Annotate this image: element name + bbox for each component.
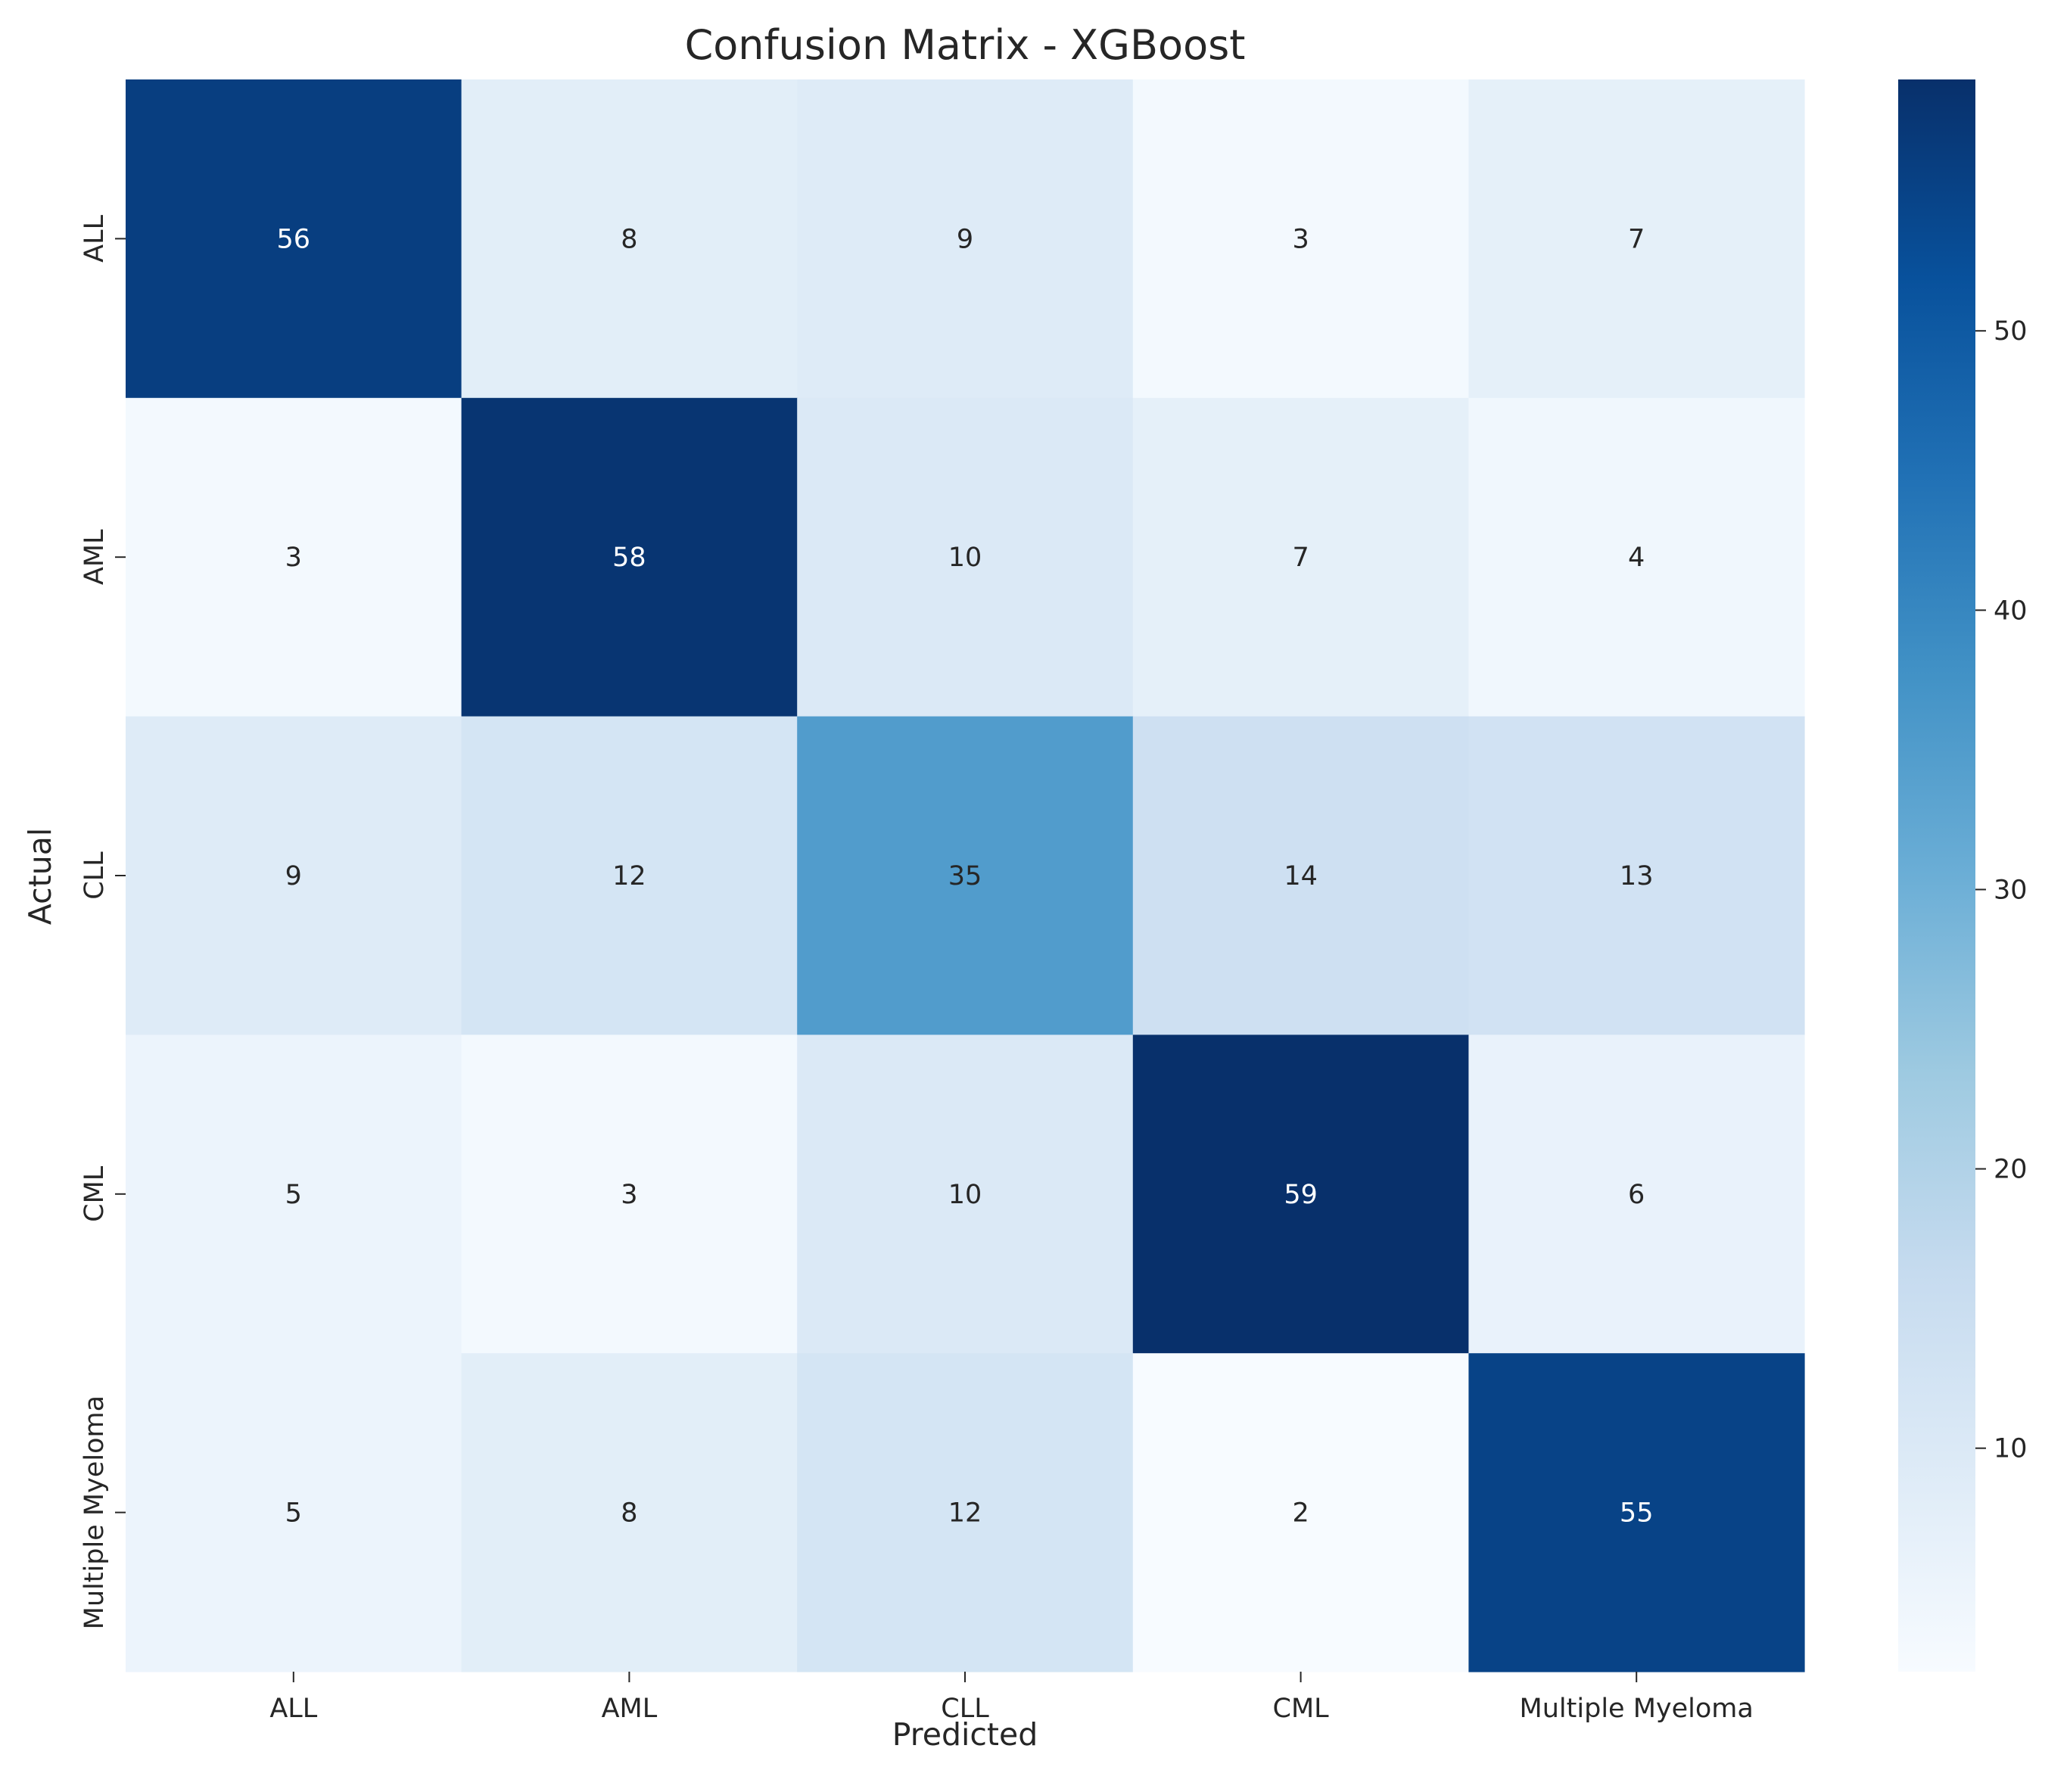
heatmap-grid [126,79,1805,1672]
cell-value-label: 5 [285,1498,302,1529]
heatmap-cell [797,397,1134,717]
heatmap-cell [797,716,1134,1035]
colorbar-tick-label: 50 [1994,316,2028,347]
colorbar: 10 20 30 40 50 [1898,79,2028,1672]
cell-value-label: 14 [1284,861,1318,891]
cell-value-label: 6 [1628,1180,1645,1210]
cell-value-label: 8 [621,1498,637,1529]
heatmap-cell [1132,79,1469,399]
x-tick-label: CML [1273,1694,1330,1724]
heatmap-cell [1132,716,1469,1035]
heatmap-cell [1132,1353,1469,1672]
heatmap-cell [461,1034,798,1354]
y-tick-label: ALL [79,214,110,262]
cell-value-label: 7 [1292,543,1309,573]
heatmap-cell [797,1034,1134,1354]
heatmap-cell [126,1034,462,1354]
heatmap-cell [126,397,462,717]
cell-value-label: 8 [621,224,637,254]
heatmap-cell [126,1353,462,1672]
heatmap-cell [461,1353,798,1672]
heatmap-cell [1468,1353,1805,1672]
cell-value-label: 4 [1628,543,1645,573]
cell-annotations: 56 8 9 3 73 58 10 7 49 12 35 14 135 3 10 59 65 8 12 2 55 [277,224,1654,1528]
y-axis: ALL AML CLL CML Multiple Myeloma [79,214,126,1629]
colorbar-tick-label: 10 [1994,1434,2028,1464]
x-tick-label: AML [602,1694,658,1724]
colorbar-gradient [1898,79,1975,1672]
heatmap-cell [1132,397,1469,717]
cell-value-label: 35 [948,861,982,891]
y-tick-label: CLL [79,851,110,900]
heatmap-cell [461,79,798,399]
heatmap-cell [126,716,462,1035]
cell-value-label: 58 [612,543,646,573]
heatmap-cell [797,79,1134,399]
cell-value-label: 3 [285,543,302,573]
colorbar-tick-label: 20 [1994,1155,2028,1185]
colorbar-tick-label: 30 [1994,875,2028,905]
x-tick-label: ALL [269,1694,317,1724]
colorbar-tick-label: 40 [1994,596,2028,626]
x-tick-label: Multiple Myeloma [1520,1694,1754,1724]
cell-value-label: 10 [948,543,982,573]
cell-value-label: 13 [1620,861,1654,891]
heatmap-cell [126,79,462,399]
y-tick-label: CML [79,1165,110,1222]
y-tick-label: Multiple Myeloma [79,1395,110,1629]
heatmap-cell [1468,716,1805,1035]
cell-value-label: 5 [285,1180,302,1210]
cell-value-label: 56 [277,224,311,254]
cell-value-label: 9 [957,224,973,254]
cell-value-label: 2 [1292,1498,1309,1529]
heatmap-cell [1468,1034,1805,1354]
x-axis-title: Predicted [892,1716,1038,1753]
cell-value-label: 9 [285,861,302,891]
x-tick-label: CLL [941,1694,989,1724]
heatmap-cell [461,716,798,1035]
chart-title: Confusion Matrix - XGBoost [685,21,1246,69]
y-tick-label: AML [79,529,110,585]
cell-value-label: 12 [612,861,646,891]
cell-value-label: 55 [1620,1498,1654,1529]
cell-value-label: 12 [948,1498,982,1529]
x-axis: ALL AML CLL CML Multiple Myeloma [269,1672,1754,1724]
y-axis-title: Actual [22,828,58,925]
heatmap-cell [1132,1034,1469,1354]
cell-value-label: 7 [1628,224,1645,254]
cell-value-label: 10 [948,1180,982,1210]
heatmap-cell [1468,79,1805,399]
cell-value-label: 59 [1284,1180,1318,1210]
heatmap-cell [461,397,798,717]
heatmap-cell [797,1353,1134,1672]
heatmap-cell [1468,397,1805,717]
cell-value-label: 3 [621,1180,637,1210]
cell-value-label: 3 [1292,224,1309,254]
